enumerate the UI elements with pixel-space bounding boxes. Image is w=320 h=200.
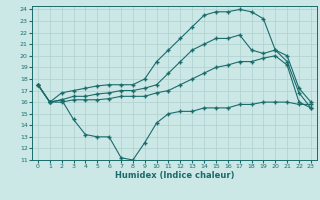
X-axis label: Humidex (Indice chaleur): Humidex (Indice chaleur)	[115, 171, 234, 180]
